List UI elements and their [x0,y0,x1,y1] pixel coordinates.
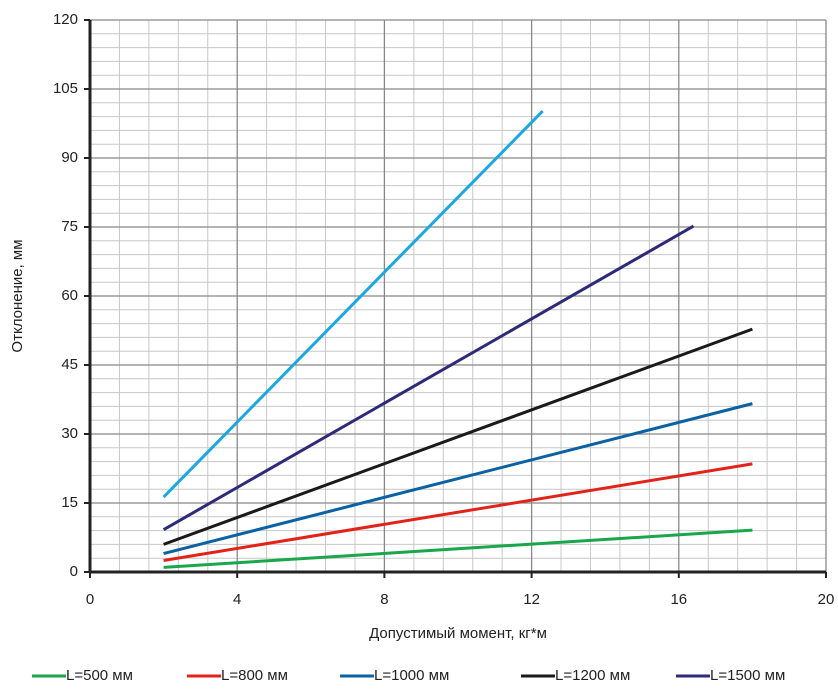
series-line [163,402,753,556]
y-tick-label: 90 [61,149,78,166]
x-axis-label: Допустимый момент, кг*м [369,625,547,642]
x-tick-label: 4 [233,591,241,608]
y-axis-label: Отклонение, мм [9,239,26,352]
x-tick-label: 12 [523,591,540,608]
y-tick-label: 15 [61,494,78,511]
series-line [162,110,544,499]
x-tick-label: 0 [86,591,94,608]
series-line [163,528,753,569]
y-tick-label: 30 [61,425,78,442]
legend-label: L=1000 мм [374,667,449,684]
y-tick-label: 45 [61,356,78,373]
series-line [163,327,753,546]
y-tick-label: 75 [61,218,78,235]
series-line [162,224,695,531]
legend-label: L=800 мм [221,667,288,684]
series-line [163,462,753,562]
x-tick-label: 16 [670,591,687,608]
legend-label: L=500 мм [66,667,133,684]
x-tick-label: 20 [818,591,835,608]
y-tick-label: 60 [61,287,78,304]
y-tick-label: 0 [70,563,78,580]
legend-label: L=1500 мм [710,667,785,684]
x-tick-label: 8 [380,591,388,608]
y-tick-label: 120 [53,11,78,28]
legend-label: L=1200 мм [555,667,630,684]
y-tick-label: 105 [53,80,78,97]
